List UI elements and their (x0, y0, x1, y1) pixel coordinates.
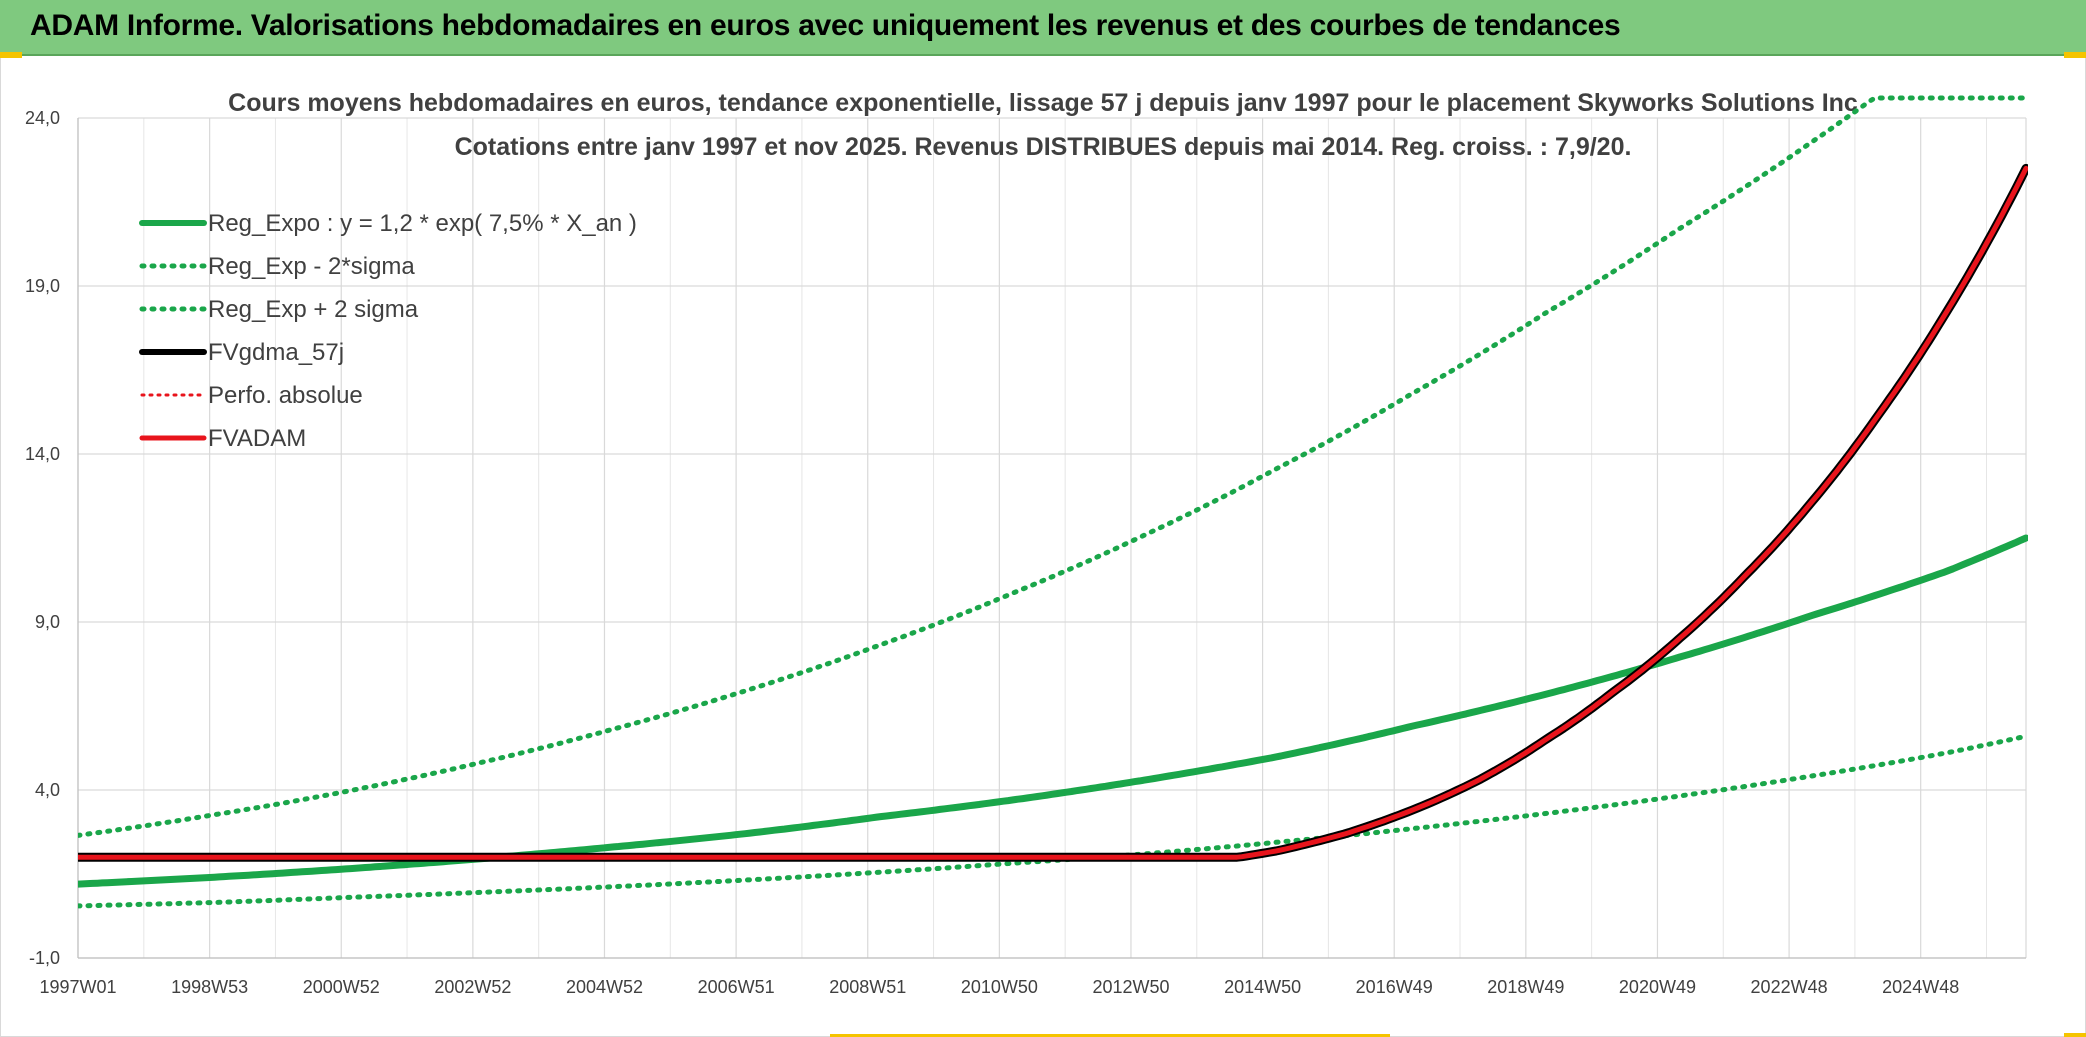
legend-label-1: Reg_Exp - 2*sigma (208, 253, 415, 280)
x-tick-label: 2016W49 (1356, 977, 1433, 997)
x-tick-label: 2012W50 (1092, 977, 1169, 997)
y-tick-label: 19,0 (25, 276, 60, 296)
legend-label-3: FVgdma_57j (208, 339, 344, 366)
page-title: ADAM Informe. Valorisations hebdomadaire… (30, 9, 1621, 42)
y-tick-label: -1,0 (29, 948, 60, 968)
x-tick-label: 2022W48 (1751, 977, 1828, 997)
series (78, 95, 2028, 909)
series-line-1 (78, 733, 2028, 909)
y-tick-label: 14,0 (25, 444, 60, 464)
bottom-accent-line (830, 1034, 1390, 1037)
y-tick-label: 24,0 (25, 108, 60, 128)
x-tick-label: 2010W50 (961, 977, 1038, 997)
corner-accent-bottom-right (2064, 1033, 2086, 1037)
corner-accent-top-right (2064, 52, 2086, 58)
x-tick-label: 2014W50 (1224, 977, 1301, 997)
legend-label-2: Reg_Exp + 2 sigma (208, 296, 419, 323)
grid (77, 117, 2027, 959)
x-axis: 1997W01 1998W53 2000W52 2002W52 2004W52 2006W… (39, 977, 1959, 997)
series-line-4 (78, 166, 2028, 859)
x-tick-label: 2002W52 (434, 977, 511, 997)
line-chart: Cours moyens hebdomadaires en euros, ten… (25, 89, 2028, 997)
y-axis: 24,0 19,0 14,0 9,0 4,0 -1,0 (25, 108, 60, 968)
x-tick-label: 2018W49 (1487, 977, 1564, 997)
y-tick-label: 9,0 (35, 612, 60, 632)
x-tick-label: 2006W51 (698, 977, 775, 997)
x-tick-label: 2000W52 (303, 977, 380, 997)
chart-title: Cours moyens hebdomadaires en euros, ten… (228, 89, 1858, 117)
series-line-0 (78, 534, 2028, 888)
legend: Reg_Expo : y = 1,2 * exp( 7,5% * X_an ) R… (139, 210, 637, 452)
x-tick-label: 2020W49 (1619, 977, 1696, 997)
header-bar: ADAM Informe. Valorisations hebdomadaire… (0, 0, 2086, 56)
x-tick-label: 2004W52 (566, 977, 643, 997)
series-line-2 (78, 95, 2028, 838)
legend-label-4: Perfo. absolue (208, 382, 363, 409)
legend-label-0: Reg_Expo : y = 1,2 * exp( 7,5% * X_an ) (208, 210, 637, 237)
x-tick-label: 2024W48 (1882, 977, 1959, 997)
legend-label-5: FVADAM (208, 425, 306, 452)
chart-subtitle: Cotations entre janv 1997 et nov 2025. R… (455, 133, 1632, 161)
x-tick-label: 1998W53 (171, 977, 248, 997)
x-tick-label: 2008W51 (829, 977, 906, 997)
corner-accent-top-left (0, 52, 22, 58)
x-tick-label: 1997W01 (39, 977, 116, 997)
y-tick-label: 4,0 (35, 780, 60, 800)
